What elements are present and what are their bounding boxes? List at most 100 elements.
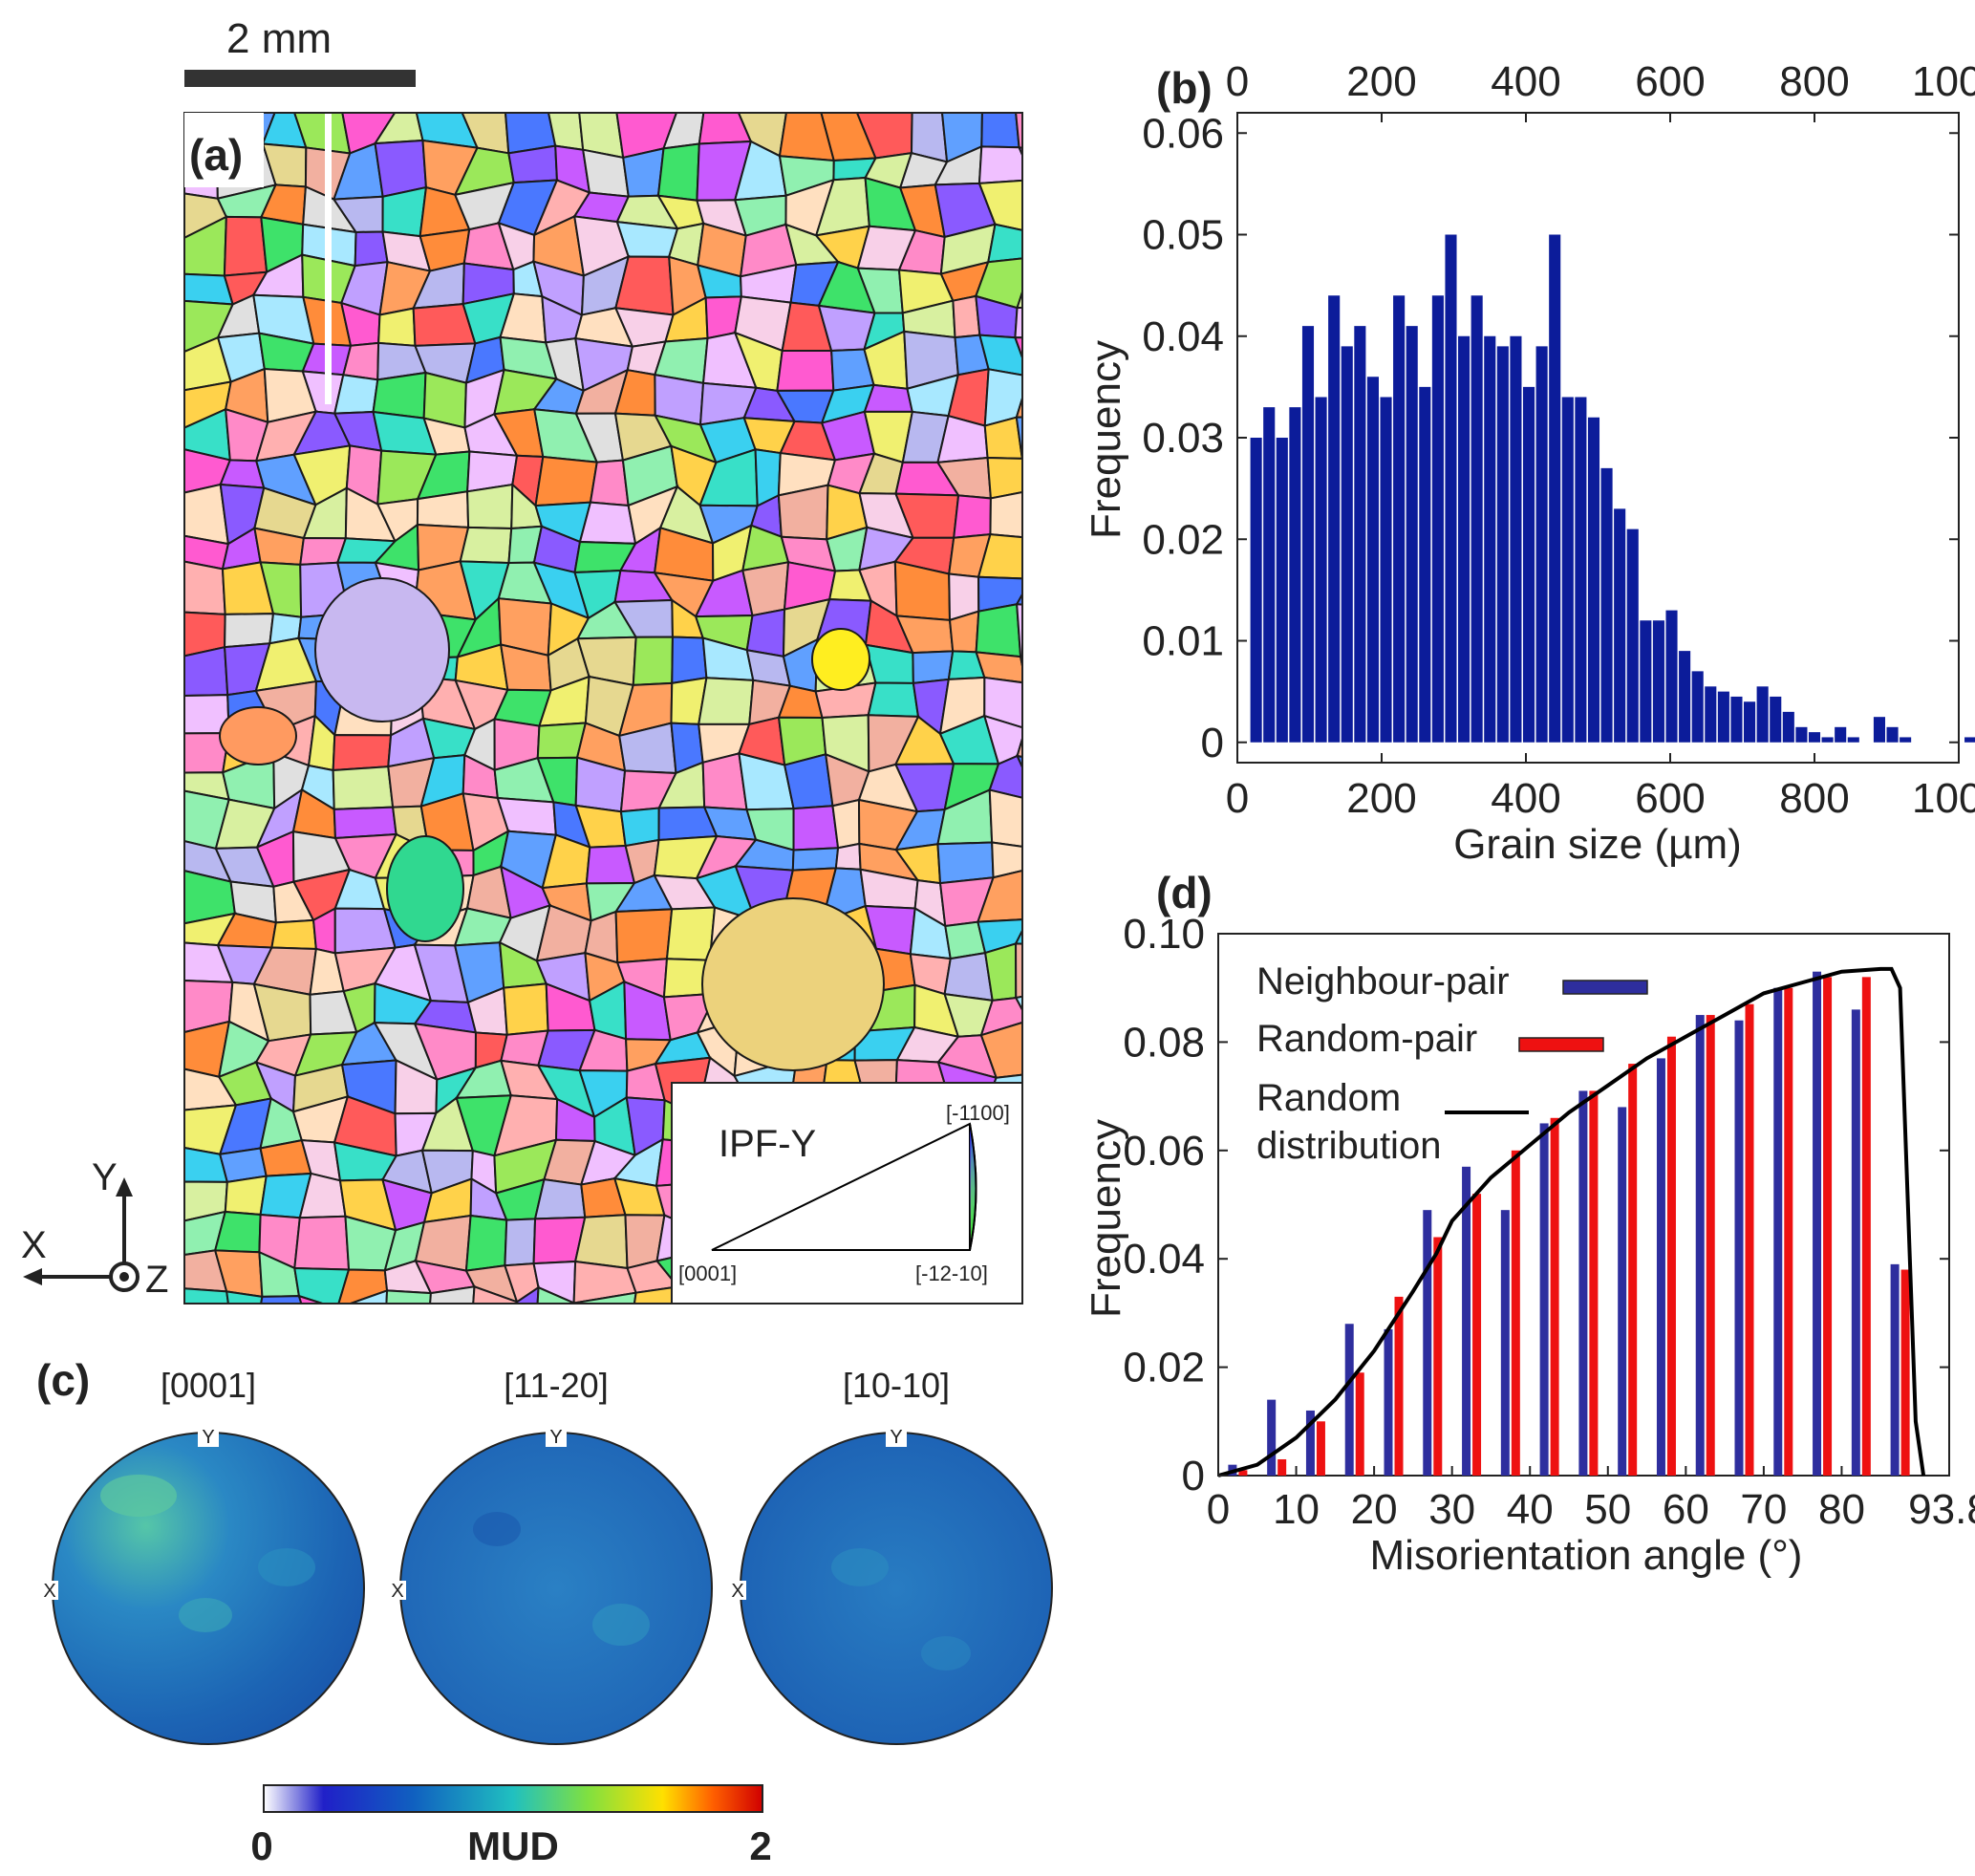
random-pair-bar <box>1355 1372 1364 1476</box>
y-tick-label: 0 <box>1201 720 1224 766</box>
grain <box>515 1285 540 1304</box>
random-pair-bar <box>1666 1036 1676 1476</box>
pole-figure-0001: [0001] Y X <box>41 1366 365 1745</box>
panel-a-ebsd-map: 2 mm (a) IPF-Y [0001] [-12-10] [-1100] Y… <box>21 15 1032 1338</box>
grain <box>979 997 1022 1037</box>
neighbour-pair-bar <box>1656 1058 1665 1476</box>
x-tick-label: 80 <box>1818 1486 1865 1533</box>
grain <box>935 1329 994 1338</box>
random-pair-bar <box>1900 1269 1910 1476</box>
random-pair-bar <box>1316 1421 1325 1476</box>
colorbar-min-label: 0 <box>250 1823 272 1868</box>
grain <box>626 1326 672 1338</box>
white-line-marker <box>325 113 332 404</box>
grain <box>1014 306 1022 339</box>
pole-figure-title: [11-20] <box>504 1366 608 1405</box>
ipf-title: IPF-Y <box>719 1123 816 1165</box>
grain <box>831 798 861 850</box>
legend-neighbour-label: Neighbour-pair <box>1256 960 1510 1003</box>
grain <box>1020 457 1022 462</box>
histogram-bar <box>1835 726 1847 743</box>
legend: Neighbour-pair Random-pair Random distri… <box>1256 960 1648 1167</box>
grain <box>988 788 1022 848</box>
neighbour-pair-bar <box>1618 1107 1627 1476</box>
histogram-bar <box>1380 397 1392 743</box>
y-tick-label: 0.10 <box>1123 911 1205 958</box>
y-tick-label: 0.05 <box>1142 212 1224 259</box>
histogram-bar <box>1510 335 1522 743</box>
neighbour-pair-bar <box>1305 1410 1315 1476</box>
histogram-bar <box>1406 326 1418 743</box>
grain <box>297 1294 326 1304</box>
grain <box>1024 1174 1032 1224</box>
pole-marker-x: X <box>43 1581 55 1602</box>
grain <box>865 1331 910 1338</box>
grain <box>986 456 1022 500</box>
grain <box>977 533 1022 580</box>
grain <box>224 613 275 649</box>
grain <box>976 869 1022 923</box>
ipf-legend: IPF-Y [0001] [-12-10] [-1100] <box>671 1082 1023 1305</box>
grain <box>867 681 920 718</box>
neighbour-pair-bar <box>1578 1090 1588 1476</box>
histogram-bar <box>1445 234 1457 743</box>
x-tick-label: 40 <box>1507 1486 1554 1533</box>
histogram-bar <box>1652 620 1664 743</box>
grain <box>184 560 226 615</box>
coordinate-axes <box>23 1177 140 1292</box>
panel-d-label: (d) <box>1156 868 1213 917</box>
grain <box>589 459 630 507</box>
grain <box>184 1287 229 1304</box>
y-tick-label: 0 <box>1182 1453 1205 1499</box>
x-tick-label: 20 <box>1351 1486 1398 1533</box>
panel-b-grain-size-histogram: (b) 002002004004006006008008001000100000… <box>1083 58 1975 868</box>
grain <box>632 636 674 686</box>
grain <box>975 603 1022 658</box>
grain <box>943 951 994 1003</box>
neighbour-pair-bar <box>1423 1210 1432 1476</box>
histogram-bar <box>1328 295 1341 743</box>
grain <box>1015 942 1022 1000</box>
neighbour-pair-bar <box>1773 987 1783 1476</box>
grain <box>776 349 835 392</box>
y-axis-title: Frequency <box>1083 1119 1129 1318</box>
random-pair-bar <box>1550 1117 1559 1476</box>
y-axis-title: Frequency <box>1083 340 1129 539</box>
grain <box>983 676 1022 729</box>
grain <box>260 1295 303 1304</box>
histogram-bar <box>1964 737 1975 743</box>
random-pair-bar <box>1472 1194 1482 1476</box>
legend-line-label-2: distribution <box>1256 1125 1441 1167</box>
grain <box>1015 754 1022 770</box>
histogram-bar <box>1847 737 1859 743</box>
grain <box>536 1327 597 1338</box>
neighbour-pair-bar <box>1695 1015 1705 1476</box>
random-pair-bar <box>1277 1458 1287 1476</box>
grain <box>979 1021 1022 1079</box>
neighbour-pair-bar <box>1813 971 1822 1476</box>
histogram-bar <box>1354 326 1366 743</box>
random-distribution-line <box>1217 966 1926 1477</box>
neighbour-pair-bar <box>1462 1166 1471 1476</box>
x-tick-label: 200 <box>1346 775 1416 822</box>
grain <box>503 982 549 1036</box>
panel-b-label: (b) <box>1156 63 1213 113</box>
grain <box>671 636 708 685</box>
grain <box>745 608 786 658</box>
mud-colorbar: 0 MUD 2 <box>250 1784 772 1868</box>
x-top-tick-label: 600 <box>1635 58 1705 105</box>
y-tick-label: 0.06 <box>1123 1128 1205 1175</box>
grain <box>429 1285 476 1304</box>
histogram-bar <box>1679 651 1691 743</box>
random-pair-bar <box>1589 1090 1599 1476</box>
random-pair-bar <box>1238 1470 1248 1476</box>
grain <box>953 494 992 539</box>
grain <box>977 179 1022 231</box>
scale-bar <box>184 70 416 87</box>
grain <box>386 835 464 942</box>
grain <box>1020 845 1022 849</box>
histogram-bar <box>1705 686 1717 743</box>
histogram-bar <box>1263 407 1276 743</box>
